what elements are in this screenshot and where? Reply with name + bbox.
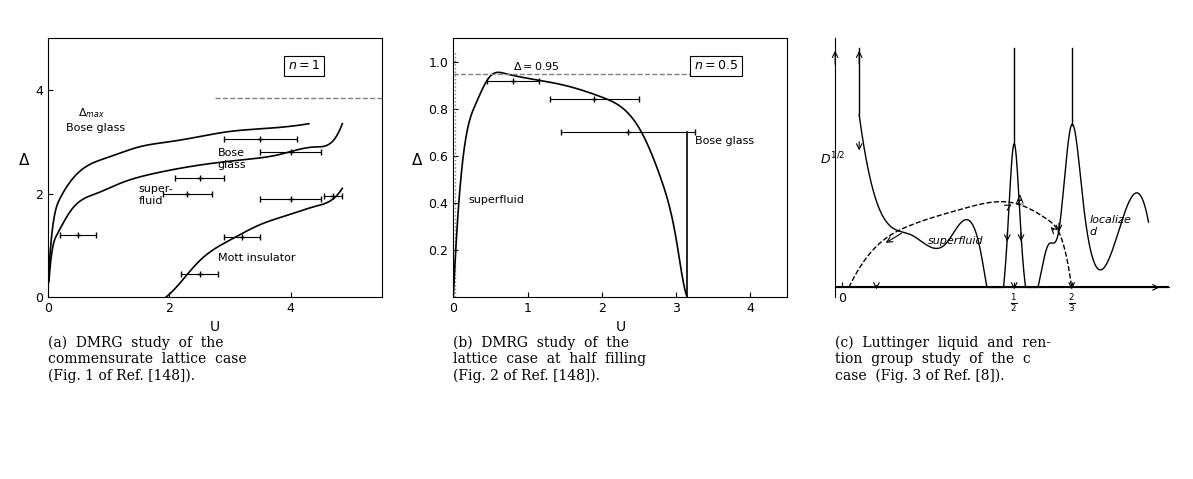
X-axis label: U: U [210, 320, 220, 334]
Text: superfluid: superfluid [928, 236, 984, 246]
Text: (c)  Luttinger  liquid  and  ren-
tion  group  study  of  the  c
case  (Fig. 3 o: (c) Luttinger liquid and ren- tion group… [835, 335, 1051, 383]
Text: Bose glass: Bose glass [694, 136, 754, 146]
Text: (b)  DMRG  study  of  the
lattice  case  at  half  filling
(Fig. 2 of Ref. [148]: (b) DMRG study of the lattice case at ha… [453, 335, 647, 383]
Text: A: A [1016, 195, 1024, 205]
Text: super-
fluid: super- fluid [138, 184, 173, 206]
Text: Bose
glass: Bose glass [218, 148, 247, 170]
Text: Mott insulator: Mott insulator [218, 253, 296, 263]
Text: $n = 1$: $n = 1$ [289, 59, 320, 72]
Text: localize
d: localize d [1090, 215, 1132, 237]
Text: $n = 0.5$: $n = 0.5$ [694, 59, 738, 72]
Text: Bose glass: Bose glass [66, 124, 125, 134]
Y-axis label: Δ: Δ [412, 153, 422, 168]
X-axis label: U: U [616, 320, 625, 334]
Text: superfluid: superfluid [468, 195, 524, 205]
Text: $\Delta_{max}$: $\Delta_{max}$ [78, 106, 105, 120]
Y-axis label: Δ: Δ [19, 153, 29, 168]
Text: $\Delta=0.95$: $\Delta=0.95$ [513, 60, 560, 72]
Y-axis label: $D^{1/2}$: $D^{1/2}$ [820, 151, 845, 168]
Text: (a)  DMRG  study  of  the
commensurate  lattice  case
(Fig. 1 of Ref. [148]).: (a) DMRG study of the commensurate latti… [48, 335, 246, 383]
